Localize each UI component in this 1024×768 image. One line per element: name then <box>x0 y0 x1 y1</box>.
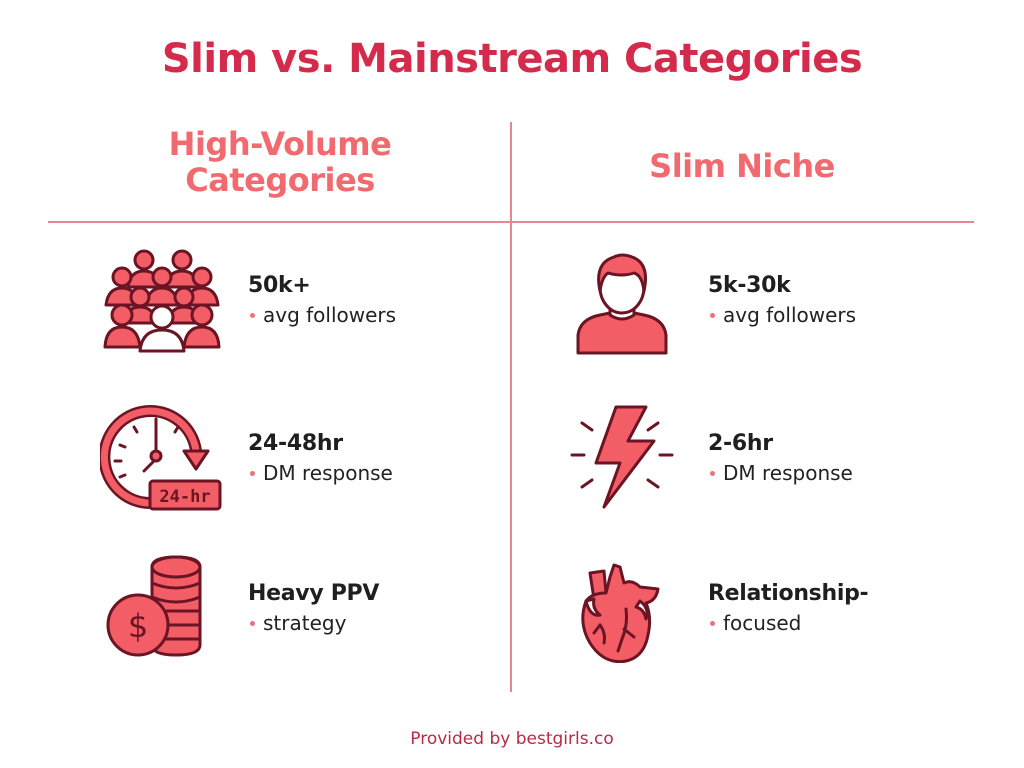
heading-line-1: High-Volume <box>168 125 392 163</box>
bullet-dot <box>710 470 715 476</box>
bullet-dot <box>710 312 715 318</box>
relationship-label: focused <box>723 611 802 635</box>
page-title: Slim vs. Mainstream Categories <box>161 36 863 82</box>
left-row-strategy: $ Heavy PPV strategy <box>100 553 379 663</box>
clock-24hr-icon: 24-hr <box>100 403 224 513</box>
svg-text:$: $ <box>128 607 148 645</box>
right-row-dm-response: 2-6hr DM response <box>560 403 853 513</box>
vertical-divider <box>510 122 512 692</box>
coin-stack-dollar-icon: $ <box>100 553 224 663</box>
right-row-relationship: Relationship- focused <box>560 553 869 663</box>
clock-badge-text: 24-hr <box>159 487 210 507</box>
lightning-bolt-icon <box>560 403 684 513</box>
dm-response-label: DM response <box>263 461 393 485</box>
dm-response-value: 24-48hr <box>248 431 343 456</box>
column-heading-slim-niche: Slim Niche <box>649 147 835 185</box>
bullet-dot <box>250 470 255 476</box>
dm-response-label: DM response <box>723 461 853 485</box>
left-row-dm-response: 24-hr 24-48hr DM response <box>100 403 393 513</box>
single-person-icon <box>560 245 684 355</box>
anatomical-heart-icon <box>560 553 684 663</box>
crowd-icon <box>100 245 224 355</box>
relationship-value: Relationship- <box>708 581 869 606</box>
column-heading-high-volume: High-Volume Categories <box>60 126 500 198</box>
bullet-dot <box>250 620 255 626</box>
bullet-dot <box>250 312 255 318</box>
bullet-dot <box>710 620 715 626</box>
followers-label: avg followers <box>263 303 397 327</box>
followers-label: avg followers <box>723 303 857 327</box>
right-row-followers: 5k-30k avg followers <box>560 245 856 355</box>
followers-value: 5k-30k <box>708 273 791 298</box>
strategy-label: strategy <box>263 611 347 635</box>
heading-line-2: Categories <box>185 161 375 199</box>
dm-response-value: 2-6hr <box>708 431 773 456</box>
footer-credit: Provided by bestgirls.co <box>410 729 614 749</box>
strategy-value: Heavy PPV <box>248 581 380 606</box>
followers-value: 50k+ <box>248 273 311 298</box>
left-row-followers: 50k+ avg followers <box>100 245 396 355</box>
